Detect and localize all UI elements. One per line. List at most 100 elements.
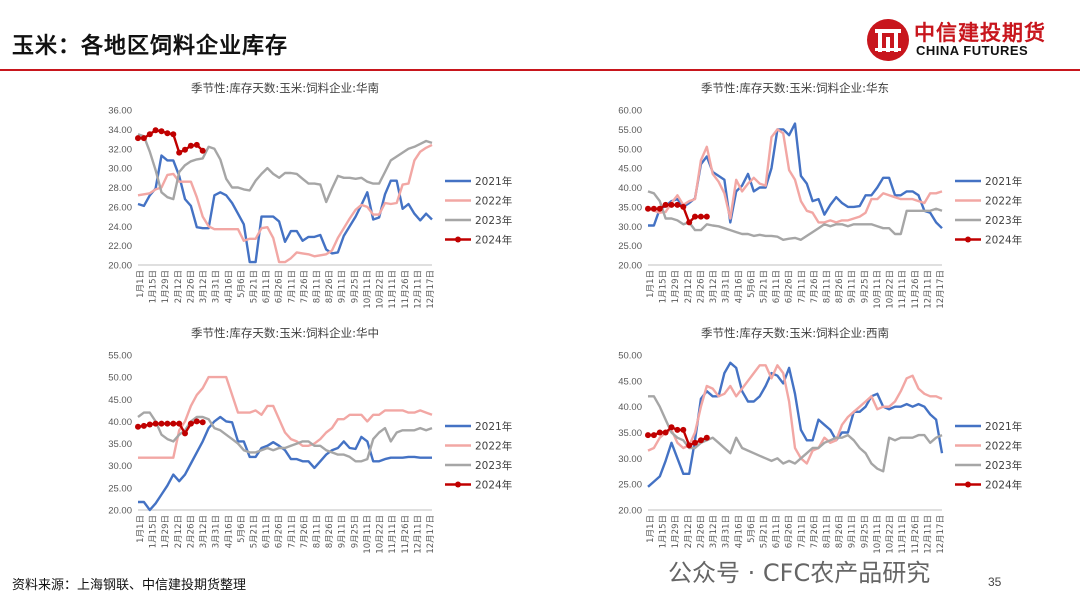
x-tick-label: 11月11日 — [898, 270, 908, 309]
x-tick-label: 12月17日 — [936, 270, 946, 309]
y-tick-label: 22.00 — [108, 241, 132, 252]
x-tick-label: 9月25日 — [350, 515, 360, 548]
data-point — [199, 147, 206, 154]
x-tick-label: 11月26日 — [911, 515, 921, 554]
x-tick-label: 2月12日 — [174, 270, 184, 303]
chart-title: 季节性:库存天数:玉米:饲料企业:华中 — [191, 326, 379, 340]
x-tick-label: 11月11日 — [388, 515, 398, 554]
x-tick-label: 3月31日 — [722, 270, 732, 303]
x-tick-label: 1月1日 — [646, 270, 656, 298]
series-line-2021年 — [138, 415, 432, 512]
x-tick-label: 7月11日 — [797, 270, 807, 303]
data-point — [146, 421, 153, 428]
x-tick-label: 6月11日 — [262, 515, 272, 548]
chart-east: 季节性:库存天数:玉米:饲料企业:华东 20.00 25.00 30.00 35.00 4… — [618, 81, 1022, 309]
y-tick-label: 36.00 — [108, 106, 132, 117]
x-tick-label: 12月11日 — [413, 270, 423, 309]
legend-marker — [455, 481, 461, 488]
x-tick-label: 7月11日 — [287, 515, 297, 548]
legend-label: 2021年 — [475, 175, 512, 188]
data-point — [170, 131, 177, 138]
y-tick-label: 28.00 — [108, 183, 132, 194]
logo-en-text: CHINA FUTURES — [916, 43, 1029, 58]
x-tick-label: 3月12日 — [199, 270, 209, 303]
data-point — [703, 213, 710, 220]
data-point — [164, 420, 171, 427]
x-tick-label: 5月21日 — [249, 270, 259, 303]
x-tick-label: 9月11日 — [848, 270, 858, 303]
x-tick-label: 10月22日 — [376, 515, 386, 554]
data-point — [176, 149, 183, 156]
series-line-2022年 — [647, 128, 943, 224]
x-tick-label: 5月6日 — [747, 270, 757, 298]
chart-panel-south: 季节性:库存天数:玉米:饲料企业:华南 20.00 22.00 24.00 26.00 2… — [10, 80, 530, 325]
x-tick-label: 8月26日 — [835, 515, 845, 548]
y-tick-label: 50.00 — [108, 373, 132, 384]
data-point — [680, 203, 687, 210]
legend-label: 2023年 — [475, 214, 512, 227]
x-tick-label: 8月11日 — [823, 515, 833, 548]
data-point — [199, 419, 206, 426]
y-tick-label: 55.00 — [108, 351, 132, 362]
x-tick-label: 8月26日 — [325, 515, 335, 548]
chart-southwest: 季节性:库存天数:玉米:饲料企业:西南 20.00 25.00 30.00 35.00 4… — [618, 326, 1022, 554]
x-tick-label: 3月31日 — [212, 270, 222, 303]
legend-label: 2023年 — [985, 459, 1022, 472]
data-point — [164, 130, 171, 137]
x-tick-label: 7月11日 — [797, 515, 807, 548]
data-point — [686, 219, 693, 226]
page-number: 35 — [988, 575, 1002, 589]
data-point — [135, 135, 141, 142]
x-tick-label: 1月1日 — [646, 515, 656, 543]
x-tick-label: 1月15日 — [659, 270, 669, 303]
x-tick-label: 10月22日 — [886, 270, 896, 309]
page-title: 玉米：各地区饲料企业库存 — [12, 34, 289, 59]
x-tick-label: 7月26日 — [810, 515, 820, 548]
y-tick-label: 20.00 — [108, 506, 132, 517]
legend-marker — [965, 481, 971, 488]
x-tick-label: 4月16日 — [734, 515, 744, 548]
data-point — [656, 205, 663, 212]
data-point — [674, 201, 681, 208]
legend-label: 2022年 — [985, 440, 1022, 453]
x-tick-label: 12月17日 — [426, 270, 436, 309]
y-tick-label: 50.00 — [618, 351, 642, 362]
x-tick-label: 12月11日 — [923, 270, 933, 309]
chart-panel-central: 季节性:库存天数:玉米:饲料企业:华中 20.00 25.00 30.00 35.00 4… — [10, 325, 530, 570]
x-tick-label: 10月11日 — [363, 515, 373, 554]
y-tick-label: 40.00 — [618, 183, 642, 194]
data-point — [692, 213, 698, 220]
company-logo: 中信建投期货 CHINA FUTURES — [864, 16, 1074, 64]
y-tick-label: 25.00 — [618, 480, 642, 491]
y-tick-label: 20.00 — [108, 261, 132, 272]
data-point — [152, 420, 159, 427]
data-point — [146, 131, 153, 138]
series-line-2023年 — [648, 395, 943, 473]
y-tick-label: 40.00 — [108, 417, 132, 428]
x-tick-label: 10月22日 — [376, 270, 386, 309]
wechat-watermark: 公众号 · CFC农产品研究 — [668, 559, 931, 587]
data-point — [692, 439, 698, 446]
x-tick-label: 6月26日 — [785, 515, 795, 548]
y-tick-label: 35.00 — [618, 428, 642, 439]
x-tick-label: 7月11日 — [287, 270, 297, 303]
data-point — [176, 420, 183, 427]
y-tick-label: 30.00 — [108, 461, 132, 472]
y-tick-label: 50.00 — [618, 144, 642, 155]
x-tick-label: 3月12日 — [709, 515, 719, 548]
x-tick-label: 9月25日 — [860, 270, 870, 303]
x-tick-label: 2月26日 — [696, 270, 706, 303]
x-tick-label: 2月26日 — [186, 515, 196, 548]
x-tick-label: 10月11日 — [873, 515, 883, 554]
data-point — [650, 432, 657, 439]
x-tick-label: 1月1日 — [136, 515, 146, 543]
x-tick-label: 11月11日 — [388, 270, 398, 309]
x-tick-label: 11月26日 — [911, 270, 921, 309]
series-line-2023年 — [137, 411, 433, 463]
data-point — [187, 420, 194, 427]
data-point — [645, 432, 651, 439]
y-tick-label: 24.00 — [108, 222, 132, 233]
y-tick-label: 60.00 — [618, 106, 642, 117]
x-tick-label: 1月15日 — [149, 515, 159, 548]
x-tick-label: 2月12日 — [174, 515, 184, 548]
